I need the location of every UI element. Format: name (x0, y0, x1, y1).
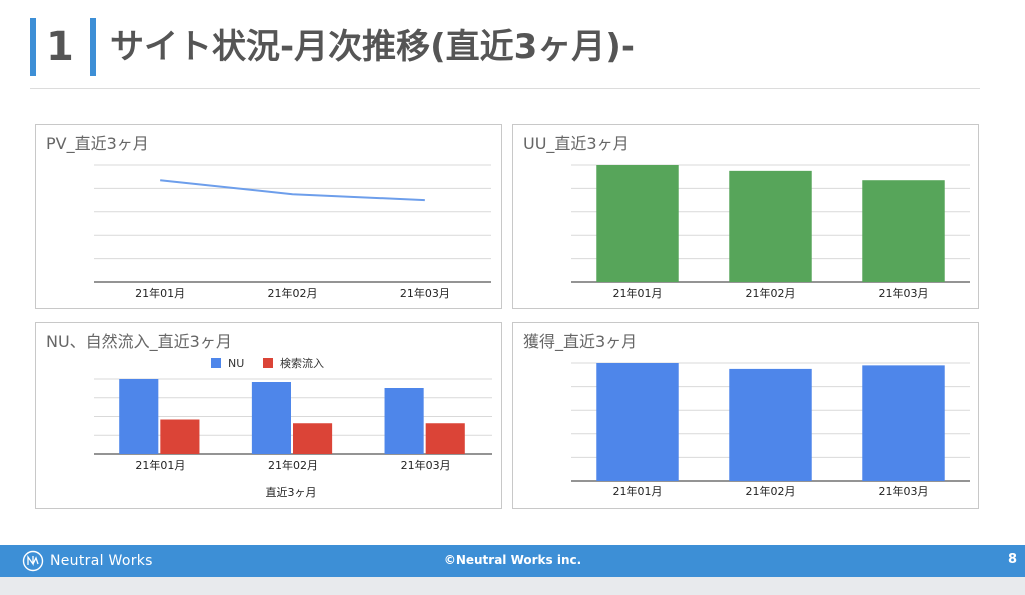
slide-header: 1 サイト状況-月次推移(直近3ヶ月)- (30, 18, 990, 76)
chart-nu-x-tick-label: 21年03月 (401, 458, 451, 472)
title-divider (30, 88, 980, 89)
acq-chart: 獲得_直近3ヶ月 21年01月 21年02月 21年03月 (523, 332, 970, 498)
chart-acq-title: 獲得_直近3ヶ月 (523, 332, 637, 352)
chart-pv-x-tick-label: 21年03月 (400, 286, 450, 300)
chart-nu-x-tick-label: 21年02月 (268, 458, 318, 472)
nu-chart-panel: NU、自然流入_直近3ヶ月 21年01月 21年02月 21年03月 NU 検索流入直近3… (35, 322, 502, 509)
uu-chart-panel: UU_直近3ヶ月 21年01月 21年02月 21年03月 (512, 124, 979, 309)
chart-nu-title: NU、自然流入_直近3ヶ月 (46, 332, 232, 352)
footer-copyright: ©Neutral Works inc. (443, 553, 582, 567)
page-number: 8 (1007, 552, 1017, 567)
chart-uu-title: UU_直近3ヶ月 (523, 134, 629, 154)
chart-nu-legend-label: NU (228, 357, 244, 370)
chart-pv-title: PV_直近3ヶ月 (46, 134, 149, 154)
chart-nu-bar (251, 382, 291, 454)
chart-nu-legend-swatch (211, 358, 221, 368)
chart-uu-x-tick-label: 21年02月 (746, 286, 796, 300)
title-accent-bar-left (30, 18, 36, 76)
footer-bar: Neutral Works ©Neutral Works inc. 8 (0, 545, 1025, 577)
chart-nu-bar (119, 379, 159, 454)
chart-nu-bar (384, 388, 424, 454)
chart-acq-x-tick-label: 21年03月 (879, 484, 929, 498)
chart-nu-bar (425, 423, 465, 454)
nu-chart: NU、自然流入_直近3ヶ月 21年01月 21年02月 21年03月 NU 検索流入直近3… (46, 332, 492, 499)
chart-uu-bar (862, 180, 945, 282)
slide-title: サイト状況-月次推移(直近3ヶ月)- (110, 27, 635, 67)
footer-logo: Neutral Works (22, 550, 153, 572)
title-accent-bar-right (90, 18, 96, 76)
chart-uu-bar (596, 165, 679, 282)
chart-pv-series-line (160, 179, 425, 202)
chart-uu-bar (729, 170, 812, 282)
pv-chart: PV_直近3ヶ月 21年01月 21年02月 21年03月 (46, 134, 491, 300)
chart-nu-legend-swatch (263, 358, 273, 368)
chart-nu-x-axis-label: 直近3ヶ月 (266, 485, 317, 499)
chart-nu-bar (160, 419, 200, 454)
chart-acq-x-tick-label: 21年01月 (613, 484, 663, 498)
chart-acq-bar (729, 368, 812, 481)
chart-nu-legend-label: 検索流入 (280, 356, 324, 370)
chart-acq-x-tick-label: 21年02月 (746, 484, 796, 498)
chart-acq-bar (596, 363, 679, 481)
chart-pv-x-tick-label: 21年02月 (268, 286, 318, 300)
chart-nu-bar (293, 423, 333, 454)
chart-pv-x-tick-label: 21年01月 (135, 286, 185, 300)
slide-number: 1 (46, 24, 74, 70)
chart-uu-x-tick-label: 21年03月 (879, 286, 929, 300)
acq-chart-panel: 獲得_直近3ヶ月 21年01月 21年02月 21年03月 (512, 322, 979, 509)
pv-chart-panel: PV_直近3ヶ月 21年01月 21年02月 21年03月 (35, 124, 502, 309)
chart-uu-x-tick-label: 21年01月 (613, 286, 663, 300)
neutral-works-logo-icon (22, 550, 44, 572)
uu-chart: UU_直近3ヶ月 21年01月 21年02月 21年03月 (523, 134, 970, 300)
chart-acq-bar (862, 365, 945, 481)
footer-strip (0, 577, 1025, 595)
chart-nu-x-tick-label: 21年01月 (135, 458, 185, 472)
footer-brand: Neutral Works (50, 553, 153, 569)
